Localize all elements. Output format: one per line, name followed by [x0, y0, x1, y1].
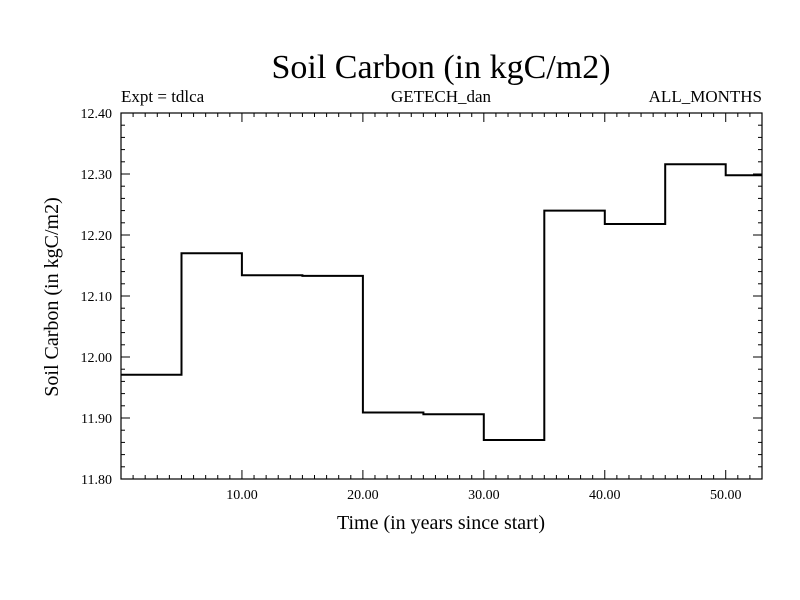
x-tick-label: 50.00 — [710, 488, 742, 503]
period-label: ALL_MONTHS — [649, 87, 762, 106]
dataset-label: GETECH_dan — [391, 87, 492, 106]
chart-title: Soil Carbon (in kgC/m2) — [271, 49, 610, 86]
y-tick-labels: 11.80 11.90 12.00 12.10 12.20 12.30 12.40 — [81, 107, 113, 488]
y-tick-label: 11.80 — [81, 473, 112, 488]
y-tick-label: 12.10 — [81, 290, 113, 305]
experiment-label: Expt = tdlca — [121, 87, 205, 106]
x-axis-label: Time (in years since start) — [337, 512, 545, 534]
y-axis-label: Soil Carbon (in kgC/m2) — [41, 197, 63, 396]
axis-ticks — [120, 112, 763, 480]
x-tick-label: 20.00 — [347, 488, 379, 503]
y-tick-label: 12.30 — [81, 168, 113, 183]
y-tick-label: 12.20 — [81, 229, 113, 244]
y-tick-label: 11.90 — [81, 412, 112, 427]
x-tick-label: 30.00 — [468, 488, 500, 503]
y-tick-label: 12.40 — [81, 107, 113, 122]
x-tick-label: 40.00 — [589, 488, 621, 503]
x-tick-labels: 10.00 20.00 30.00 40.00 50.00 — [226, 488, 741, 503]
y-tick-label: 12.00 — [81, 351, 113, 366]
x-tick-label: 10.00 — [226, 488, 258, 503]
series-line-soil-carbon — [121, 163, 762, 441]
